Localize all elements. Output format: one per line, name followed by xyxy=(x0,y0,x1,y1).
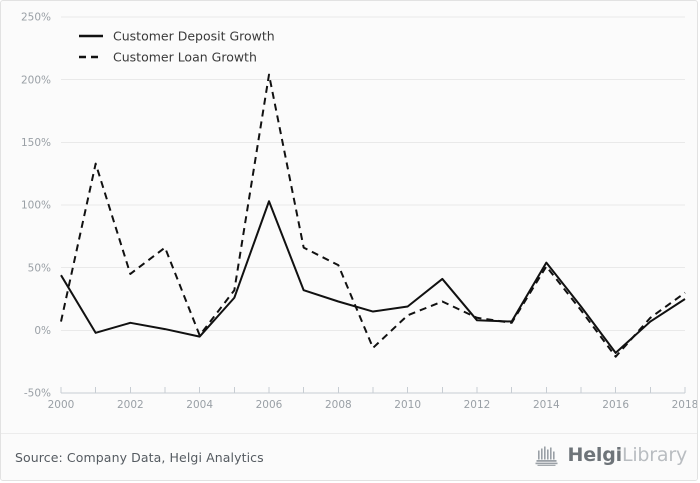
helgi-library-logo[interactable]: HelgiLibrary xyxy=(535,444,687,466)
x-axis-tick-label: 2002 xyxy=(117,399,144,411)
y-axis-tick-label: 0% xyxy=(34,325,51,337)
y-axis-tick-label: 150% xyxy=(21,137,51,149)
helgi-library-building-icon xyxy=(535,446,558,466)
y-axis-tick-label: 100% xyxy=(21,200,51,212)
y-axis-tick-label: 200% xyxy=(21,74,51,86)
legend-label-1[interactable]: Customer Deposit Growth xyxy=(113,29,275,44)
series-line-2 xyxy=(60,73,686,358)
x-axis-tick-label: 2014 xyxy=(533,399,560,411)
y-axis-tick-label: 250% xyxy=(21,12,51,24)
x-axis-tick-label: 2008 xyxy=(325,399,352,411)
chart-footer: Source: Company Data, Helgi Analytics He… xyxy=(1,433,697,480)
chart-plot-region: -50% 0% 50% 100% 150% 200% 250% 2000 2002 2004 200… xyxy=(1,1,698,433)
x-axis-tick-label: 2012 xyxy=(464,399,491,411)
x-axis-tick-label: 2000 xyxy=(48,399,75,411)
logo-wordmark: HelgiLibrary xyxy=(567,444,688,466)
y-axis-tick-label: 50% xyxy=(28,262,51,274)
source-caption: Source: Company Data, Helgi Analytics xyxy=(15,450,264,465)
x-axis-tick-label: 2006 xyxy=(256,399,283,411)
logo-secondary-text: Library xyxy=(621,444,687,466)
line-chart: -50% 0% 50% 100% 150% 200% 250% 2000 2002 2004 200… xyxy=(21,12,698,411)
x-axis-tick-label: 2004 xyxy=(186,399,213,411)
logo-primary-text: Helgi xyxy=(567,444,623,466)
x-axis-tick-label: 2018 xyxy=(672,399,698,411)
legend-label-2[interactable]: Customer Loan Growth xyxy=(113,50,257,65)
x-axis-tick-label: 2016 xyxy=(602,399,629,411)
y-axis-tick-label: -50% xyxy=(24,388,51,400)
x-axis-tick-label: 2010 xyxy=(394,399,421,411)
series-line-1 xyxy=(60,200,686,354)
